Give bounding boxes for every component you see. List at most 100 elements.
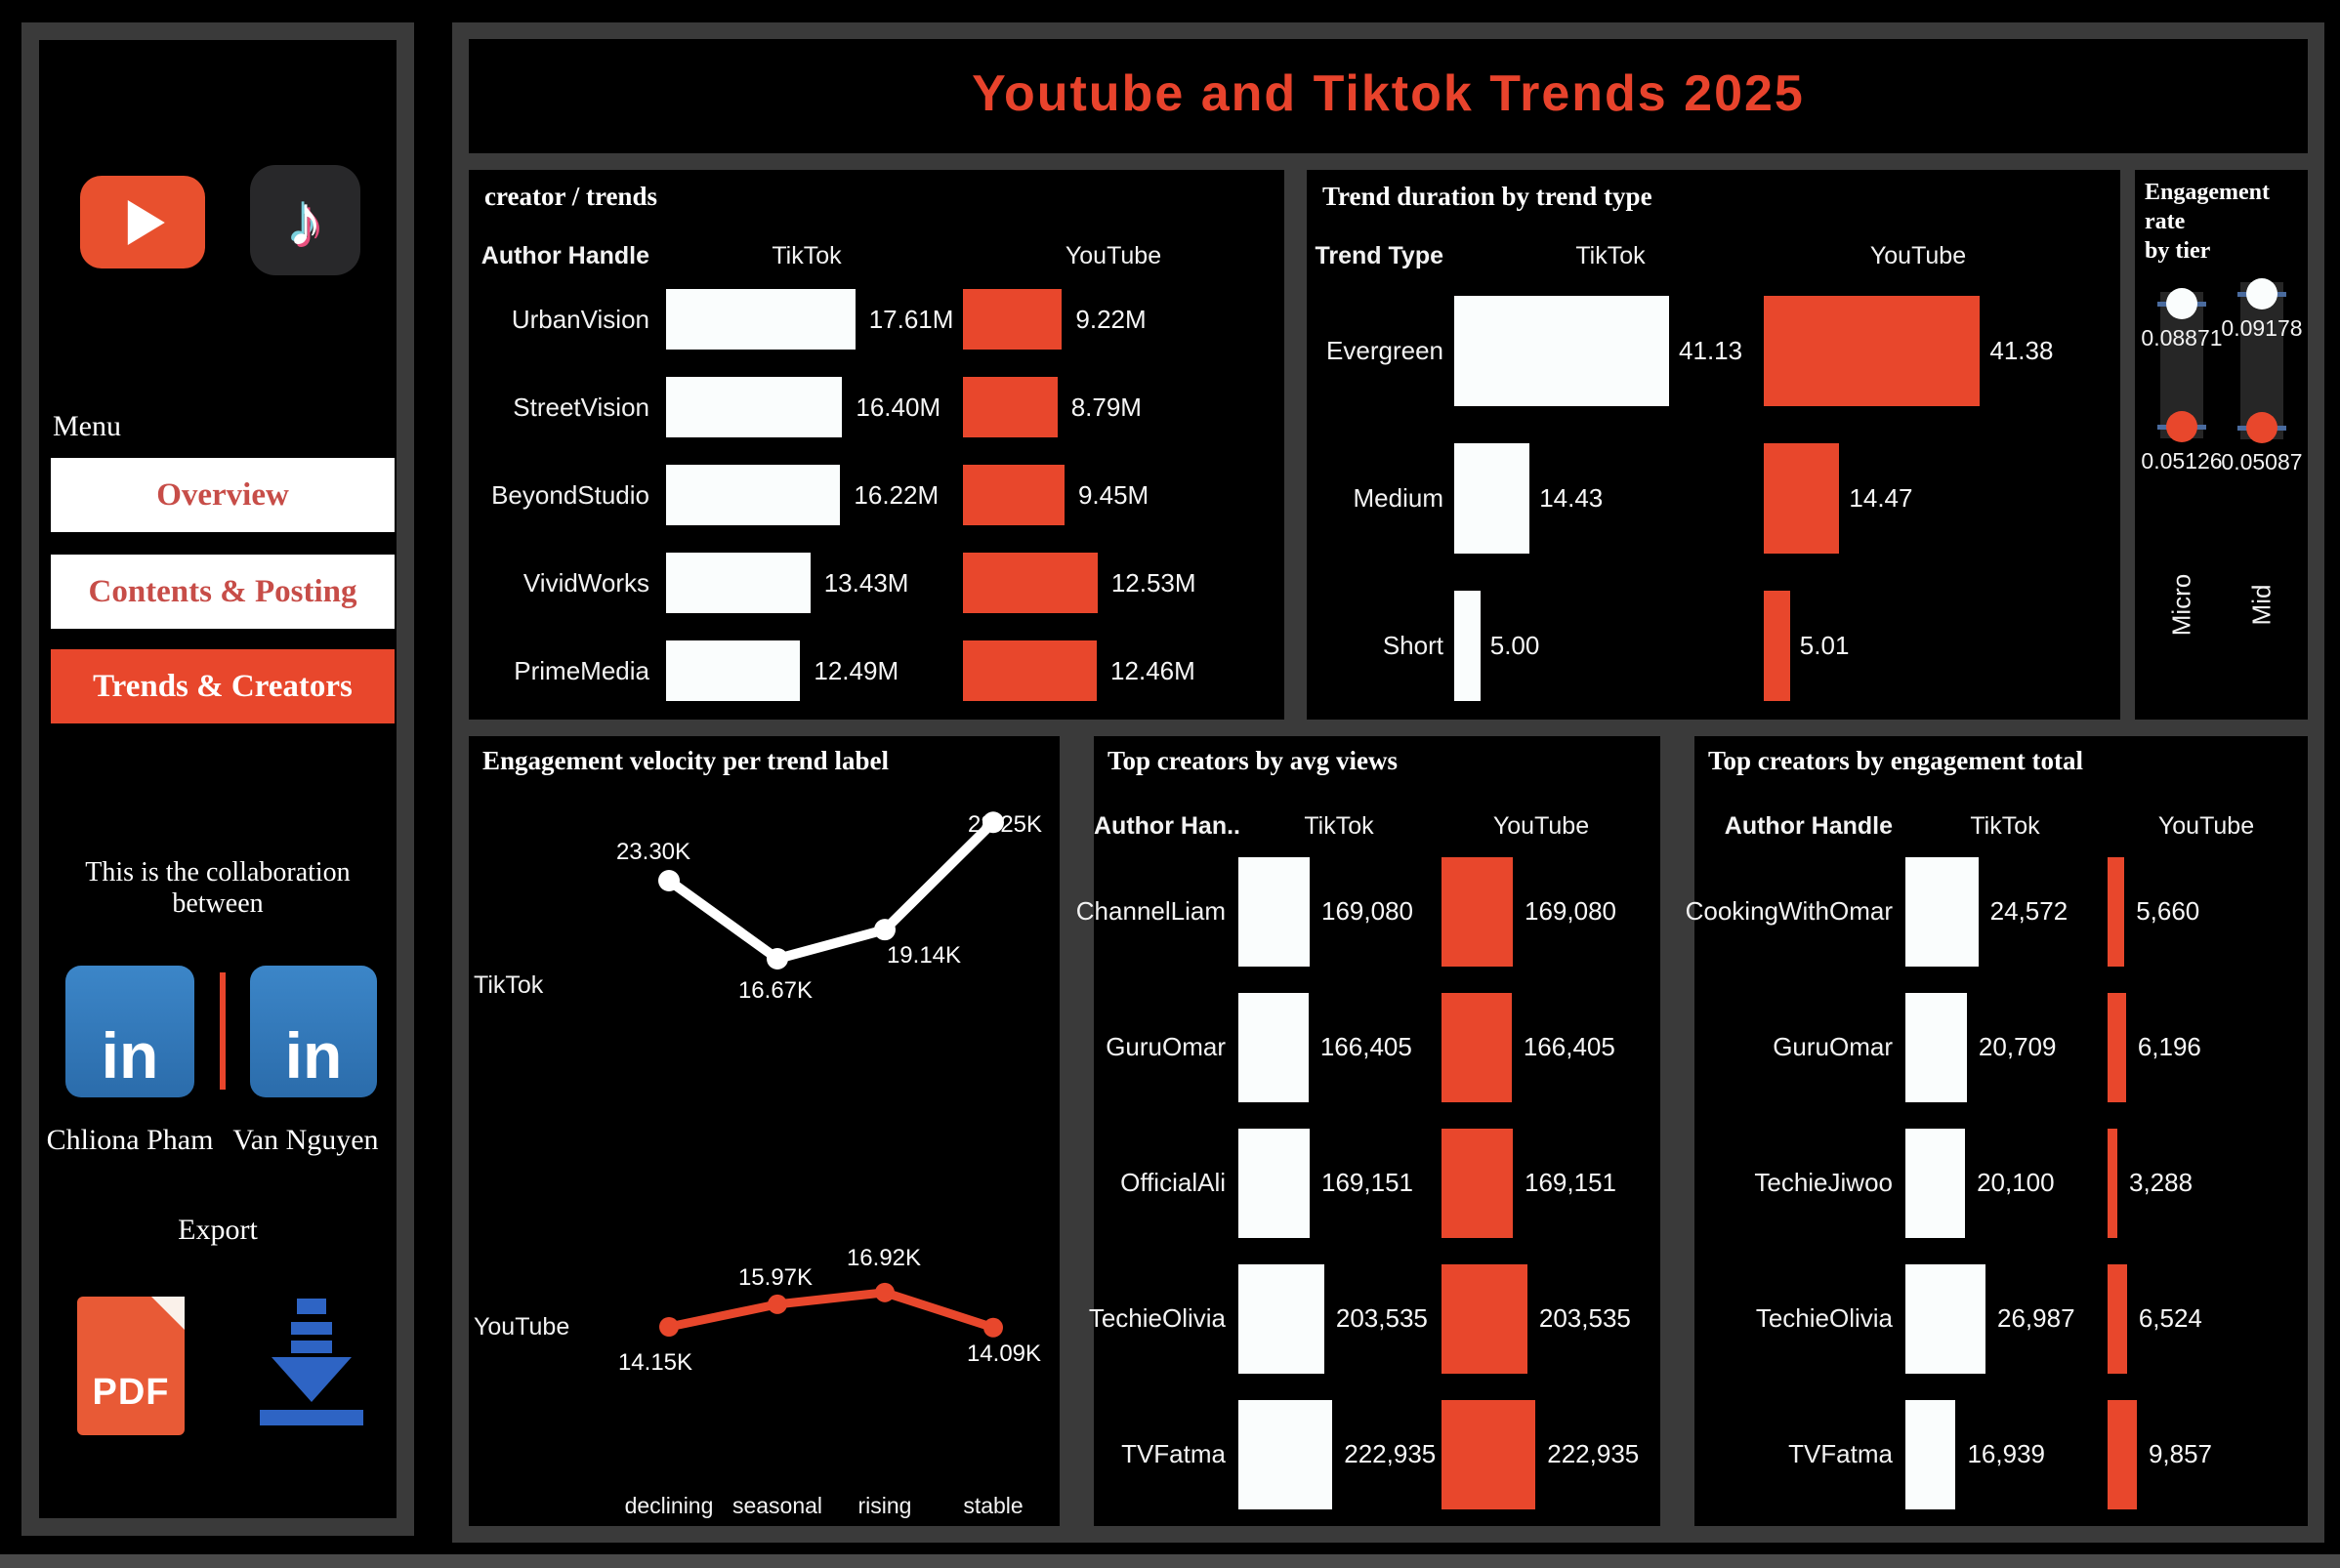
x-axis-label[interactable]: rising: [858, 1493, 912, 1518]
nav-button-trends-creators[interactable]: Trends & Creators: [51, 649, 395, 723]
tiktok-bar[interactable]: [1905, 992, 1967, 1102]
linkedin-icon[interactable]: in: [65, 966, 194, 1097]
tiktok-bar[interactable]: [1238, 856, 1310, 967]
x-axis-label[interactable]: stable: [963, 1493, 1023, 1518]
series-row-label[interactable]: TikTok: [474, 971, 544, 999]
column-header[interactable]: Author Han..: [1094, 812, 1240, 840]
youtube-bar[interactable]: [1442, 856, 1513, 967]
youtube-bar[interactable]: [1442, 1128, 1514, 1238]
youtube-bar[interactable]: [1442, 1399, 1536, 1509]
tiktok-bar[interactable]: [666, 377, 843, 437]
tiktok-bar[interactable]: [1238, 1399, 1333, 1509]
youtube-bar[interactable]: [2108, 1128, 2117, 1238]
youtube-bar[interactable]: [2108, 1263, 2127, 1374]
tiktok-bar[interactable]: [1905, 1399, 1956, 1509]
youtube-bar[interactable]: [1764, 296, 1981, 406]
row-label: TVFatma: [1788, 1439, 1893, 1468]
tiktok-bar[interactable]: [1454, 443, 1530, 554]
youtube-bar[interactable]: [963, 377, 1058, 437]
tiktok-bar[interactable]: [1454, 591, 1481, 701]
column-header[interactable]: TikTok: [1304, 812, 1374, 840]
youtube-point[interactable]: [875, 1282, 895, 1302]
youtube-bar[interactable]: [1764, 591, 1790, 701]
menu-label: Menu: [53, 410, 121, 442]
pdf-label: PDF: [92, 1372, 170, 1413]
tiktok-point[interactable]: [874, 919, 896, 941]
youtube-value: 6,196: [2137, 1032, 2201, 1061]
column-header[interactable]: YouTube: [2157, 812, 2255, 840]
tiktok-bar[interactable]: [666, 553, 811, 613]
youtube-point[interactable]: [768, 1294, 787, 1314]
youtube-bar[interactable]: [963, 553, 1098, 613]
youtube-value: 9.45M: [1077, 479, 1149, 510]
tiktok-bar[interactable]: [666, 289, 856, 350]
nav-button-overview[interactable]: Overview: [51, 458, 395, 532]
youtube-bar[interactable]: [2108, 992, 2126, 1102]
main-frame: Youtube and Tiktok Trends 2025 creator /…: [452, 22, 2324, 1543]
tiktok-note-glyph: ♪: [287, 180, 323, 261]
table-row: GuruOmar 20,709 6,196: [1694, 979, 2308, 1115]
tiktok-point[interactable]: [658, 869, 680, 891]
series-row-label[interactable]: YouTube: [474, 1313, 569, 1341]
column-header[interactable]: TikTok: [772, 242, 842, 269]
tiktok-bar[interactable]: [666, 465, 841, 525]
youtube-point[interactable]: [983, 1317, 1003, 1338]
column-header[interactable]: YouTube: [1065, 242, 1162, 269]
column-header[interactable]: Trend Type: [1315, 242, 1443, 269]
tiktok-bar[interactable]: [1238, 1128, 1311, 1238]
x-axis-label[interactable]: declining: [625, 1493, 714, 1518]
low-rate-dot[interactable]: [2246, 412, 2277, 444]
column-header[interactable]: Author Handle: [481, 242, 649, 269]
column-header[interactable]: TikTok: [1970, 812, 2040, 840]
tiktok-bar[interactable]: [1905, 1128, 1966, 1238]
column-header[interactable]: YouTube: [1869, 242, 1967, 269]
linkedin-icon[interactable]: in: [250, 966, 377, 1097]
linkedin-in-glyph: in: [284, 1019, 343, 1092]
tiktok-bar[interactable]: [1454, 296, 1670, 406]
tiktok-bar[interactable]: [1238, 992, 1309, 1102]
tiktok-bar[interactable]: [1905, 1263, 1985, 1374]
youtube-bar[interactable]: [2108, 1399, 2137, 1509]
window-bottom-edge: [0, 1554, 2340, 1568]
tiktok-bar[interactable]: [1905, 856, 1979, 967]
high-rate-dot[interactable]: [2246, 277, 2277, 309]
nav-button-contents-posting[interactable]: Contents & Posting: [51, 555, 395, 629]
youtube-point[interactable]: [659, 1317, 679, 1337]
youtube-bar[interactable]: [1442, 992, 1512, 1102]
chart-title: creator / trends: [484, 182, 657, 211]
row-label: Evergreen: [1326, 336, 1443, 365]
youtube-value: 203,535: [1538, 1303, 1631, 1333]
youtube-line[interactable]: [664, 1288, 998, 1333]
tiktok-point[interactable]: [982, 811, 1004, 834]
low-rate-value: 0.05087: [2221, 449, 2303, 475]
low-rate-dot[interactable]: [2166, 411, 2197, 442]
youtube-bar[interactable]: [963, 640, 1098, 701]
youtube-bar[interactable]: [2108, 856, 2125, 967]
column-header[interactable]: YouTube: [1492, 812, 1590, 840]
youtube-bar[interactable]: [963, 465, 1065, 525]
tiktok-bar[interactable]: [1238, 1263, 1324, 1374]
row-label: CookingWithOmar: [1685, 896, 1893, 926]
pdf-export-icon[interactable]: PDF: [77, 1297, 185, 1435]
tiktok-point[interactable]: [767, 948, 788, 970]
youtube-value: 5,660: [2136, 896, 2200, 926]
youtube-value: 8.79M: [1070, 392, 1142, 422]
tiktok-value: 24,572: [1989, 896, 2068, 926]
youtube-value: 41.38: [1989, 336, 2054, 365]
tier-category-label[interactable]: Micro: [2166, 573, 2196, 637]
tier-category-label[interactable]: Mid: [2246, 584, 2277, 626]
tiktok-line[interactable]: [664, 817, 998, 964]
youtube-bar[interactable]: [1442, 1263, 1527, 1374]
point-value-label: 19.14K: [887, 942, 961, 969]
tiktok-bar[interactable]: [666, 640, 801, 701]
youtube-bar[interactable]: [963, 289, 1063, 350]
high-rate-dot[interactable]: [2166, 288, 2197, 320]
x-axis-label[interactable]: seasonal: [732, 1493, 822, 1518]
point-value-label: 23.30K: [616, 839, 690, 865]
column-header[interactable]: Author Handle: [1724, 812, 1893, 840]
download-icon[interactable]: [250, 1297, 377, 1425]
row-label: Short: [1382, 631, 1443, 660]
pdf-fold-corner: [151, 1297, 185, 1330]
youtube-bar[interactable]: [1764, 443, 1840, 554]
column-header[interactable]: TikTok: [1575, 242, 1646, 269]
